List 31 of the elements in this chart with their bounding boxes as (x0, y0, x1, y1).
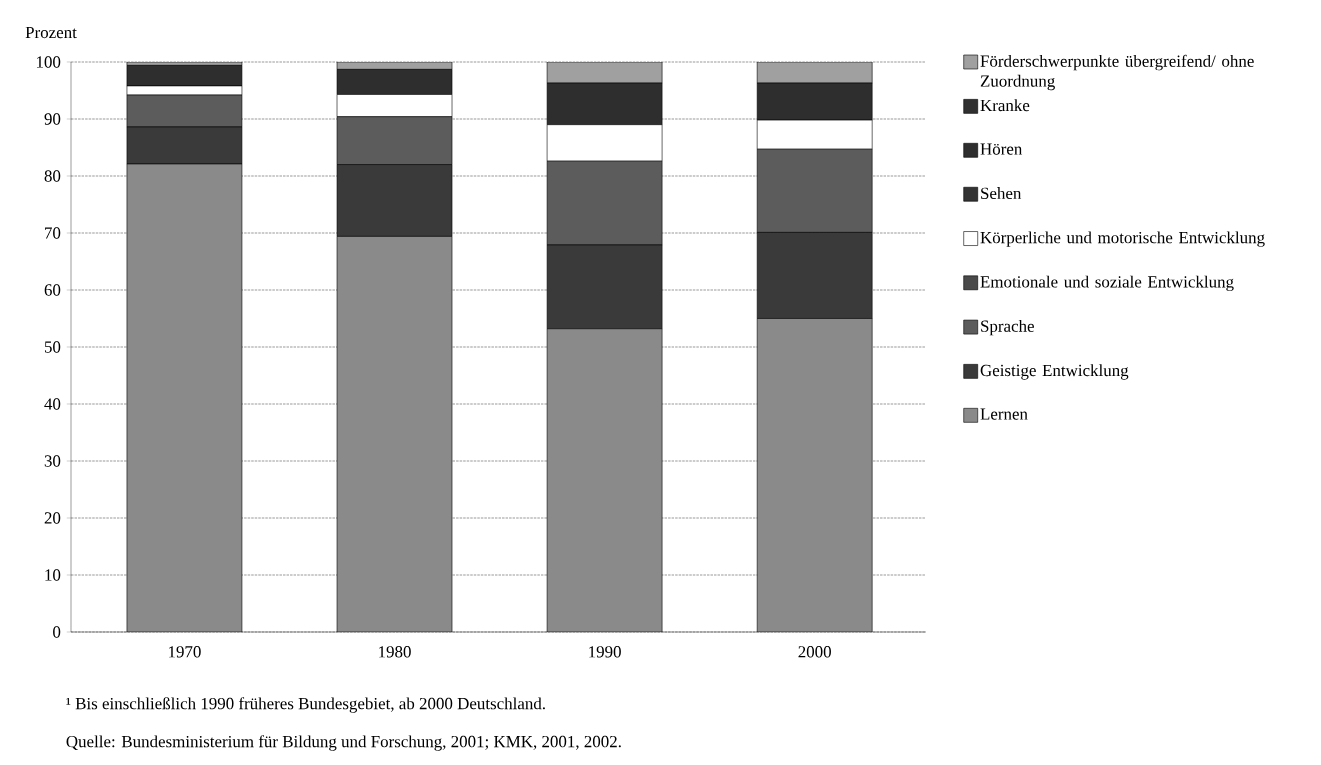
legend-label: Lernen (980, 408, 1028, 420)
legend-label: Hören (980, 143, 1023, 155)
y-tick-label: 70 (45, 227, 61, 239)
bar (756, 318, 873, 632)
y-tick-label: 0 (53, 626, 61, 638)
legend-label: Sprache (981, 319, 1034, 336)
y-tick-label: 10 (45, 569, 61, 581)
legend-label: Sehen (981, 187, 1022, 200)
x-tick-label: 1970 (168, 646, 201, 658)
legend-label: Geistige Entwicklung (980, 364, 1129, 380)
y-tick-label: 40 (44, 398, 61, 410)
y-tick-label: 60 (44, 284, 61, 296)
text: ¹ Bis einschließlich 1990 früheres Bundesgebiet, ab 2000 Deutschland. (66, 697, 545, 713)
legend-label: Kranke (980, 99, 1030, 112)
bar (126, 164, 242, 632)
x-tick-label: 1990 (589, 646, 621, 658)
x-tick-label: 2000 (798, 646, 831, 658)
bar (547, 328, 663, 632)
y-tick-label: 50 (44, 341, 61, 353)
bar (337, 236, 453, 632)
source-note: Quelle: Bundesministerium für Bildung und Forschung, 2001; KMK, 2001, 2002. (66, 735, 621, 751)
y-tick-label: 30 (44, 455, 61, 467)
legend-label: Körperliche und motorische Entwicklung (980, 231, 1265, 247)
y-tick-label: 20 (44, 512, 61, 524)
y-tick-label: 80 (44, 170, 61, 182)
x-tick-label: 1980 (379, 646, 411, 658)
y-axis-title: Prozent (25, 26, 77, 39)
y-tick-label: 90 (44, 113, 61, 125)
y-tick-label: 100 (36, 56, 61, 68)
legend-label: Förderschwerpunkte übergreifend/ ohne Zuordnung (980, 54, 1254, 91)
legend-label: Emotionale und soziale Entwicklung (980, 275, 1234, 292)
